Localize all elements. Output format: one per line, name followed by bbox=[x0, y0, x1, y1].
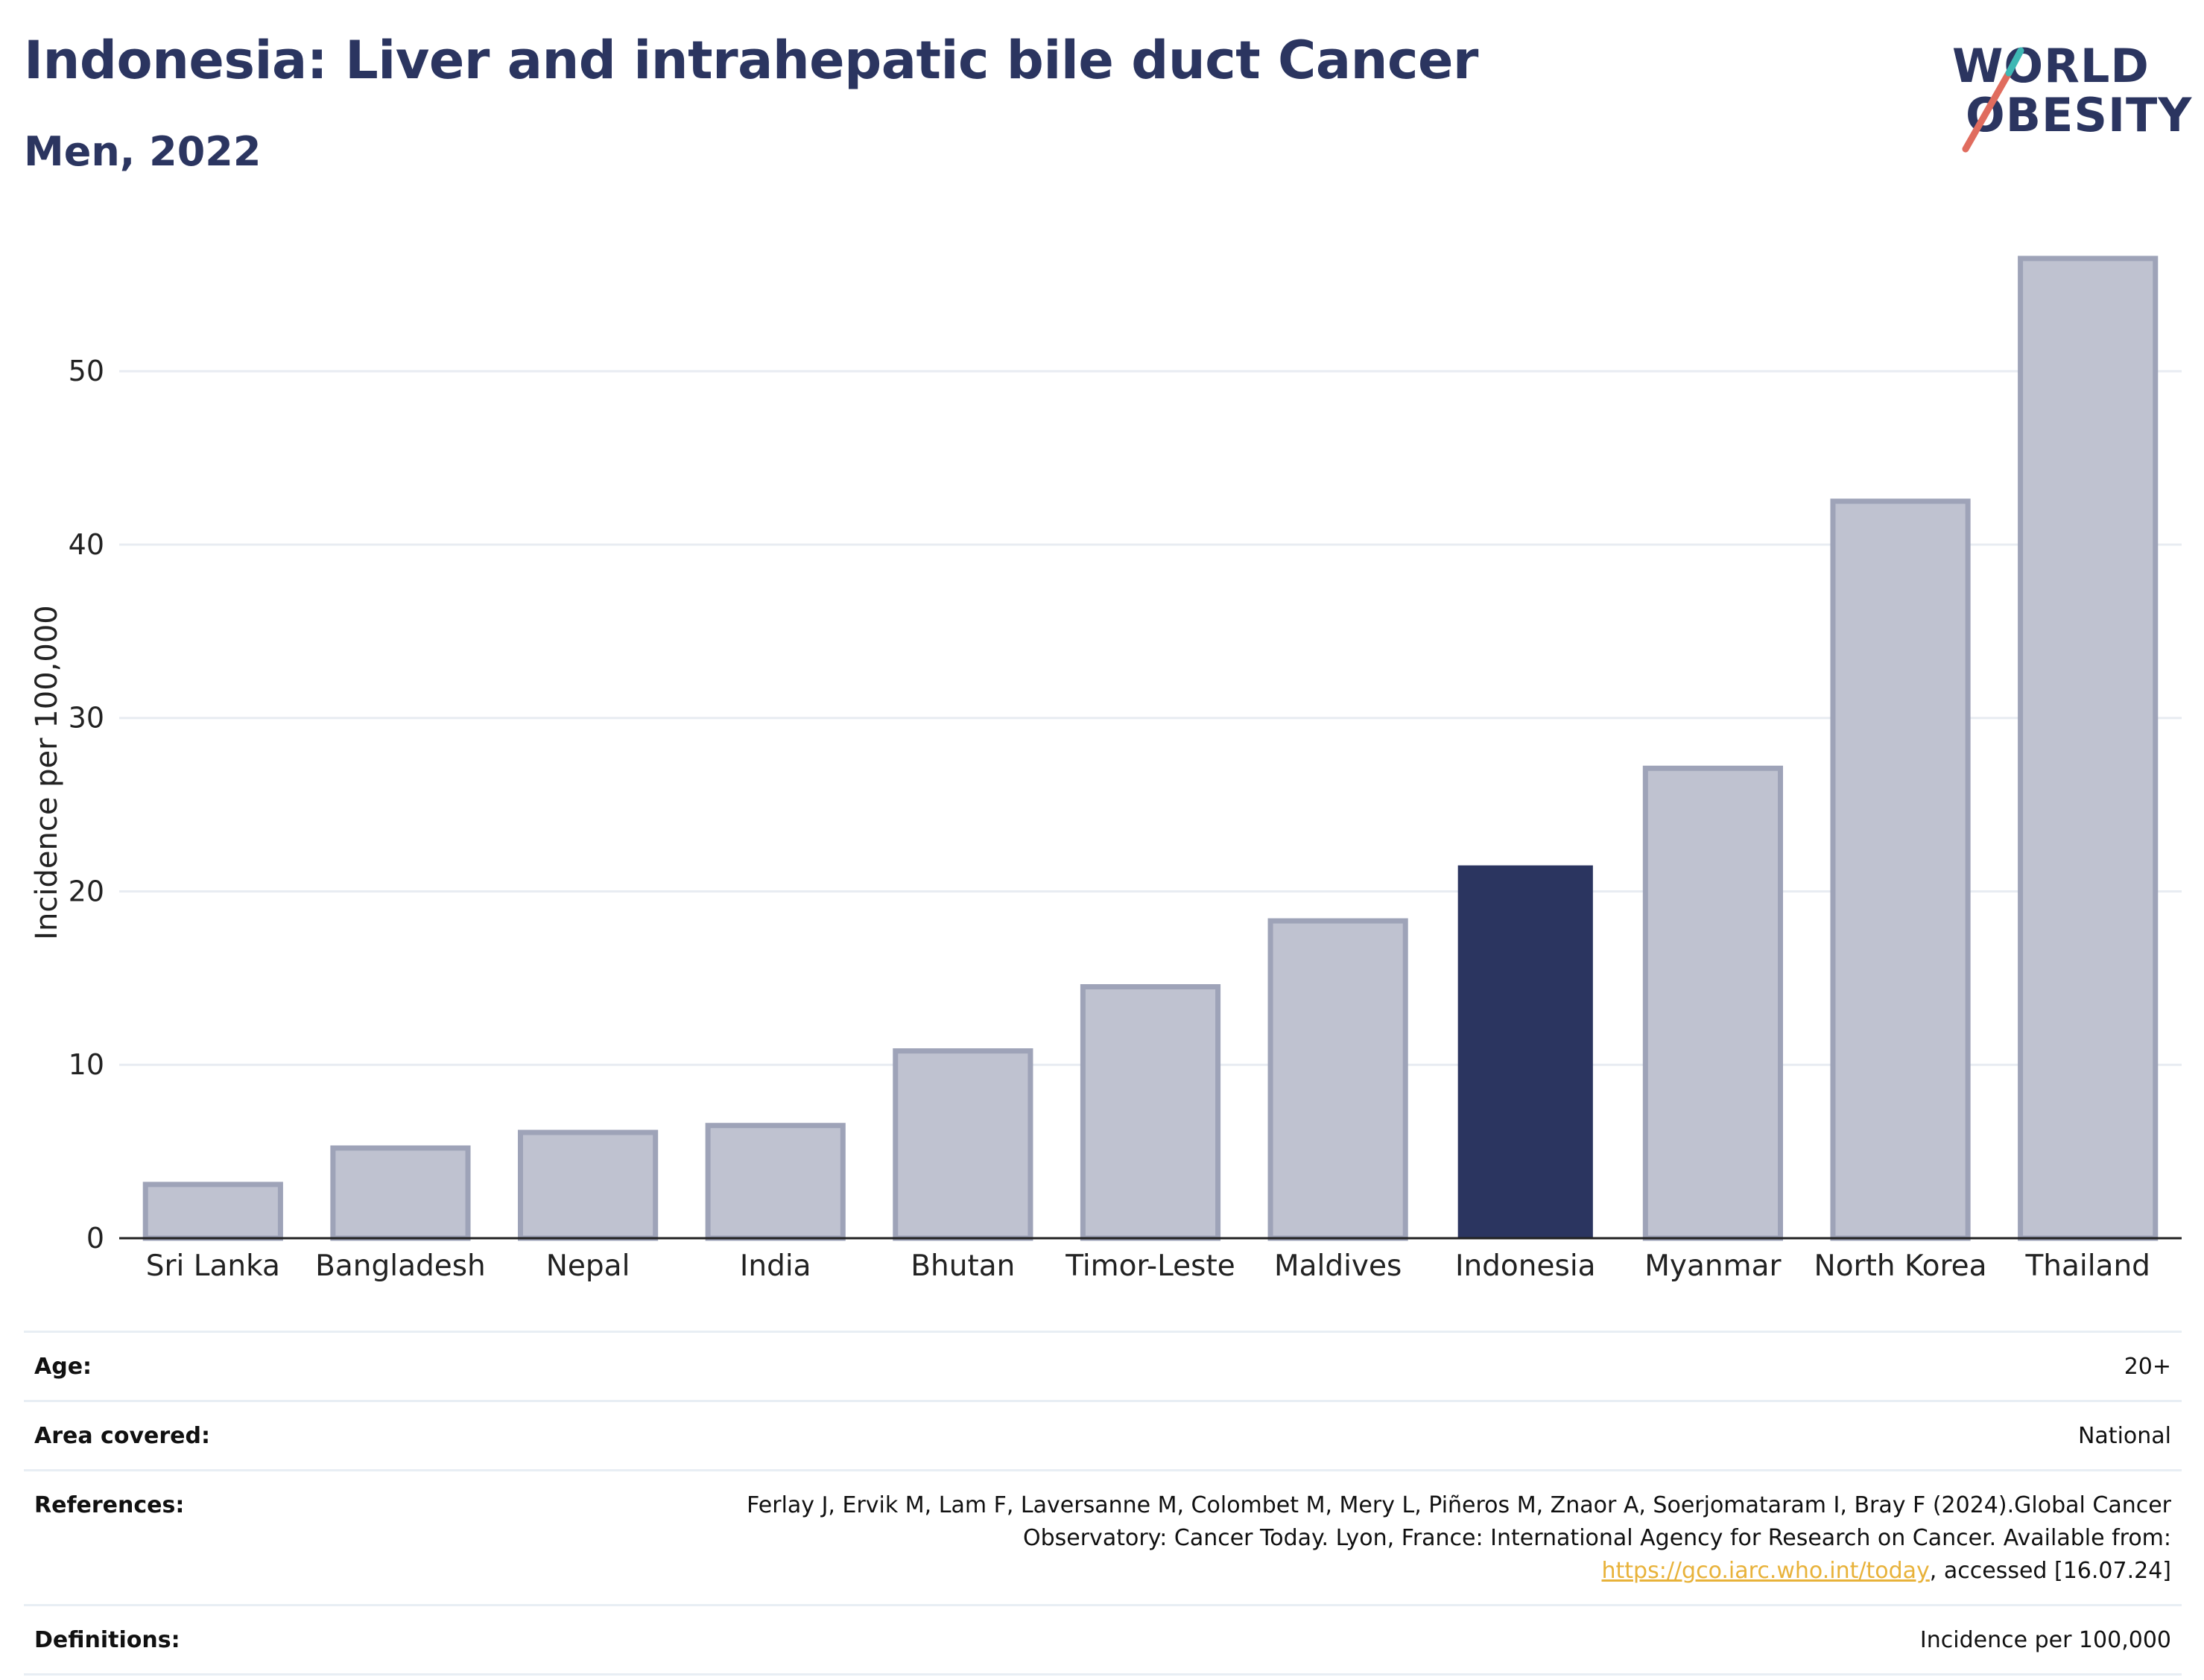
bar-bangladesh bbox=[330, 1145, 471, 1241]
x-tick-labels: Sri Lanka Bangladesh Nepal India Bhutan Timor… bbox=[146, 1249, 2150, 1283]
y-tick-label: 40 bbox=[69, 528, 104, 561]
logo-line-2: OBESITY bbox=[1966, 88, 2193, 142]
bar-thailand bbox=[2018, 256, 2159, 1241]
y-tick-label: 10 bbox=[69, 1048, 104, 1081]
x-tick-label: India bbox=[740, 1249, 811, 1283]
y-axis-label: Incidence per 100,000 bbox=[30, 605, 64, 940]
chart-title: Indonesia: Liver and intrahepatic bile d… bbox=[24, 30, 1478, 91]
references-link[interactable]: https://gco.iarc.who.int/today bbox=[1601, 1558, 1930, 1584]
bar-maldives bbox=[1267, 918, 1408, 1241]
age-value: 20+ bbox=[2124, 1354, 2171, 1380]
info-row-area: Area covered: National bbox=[24, 1400, 2182, 1469]
info-row-definitions: Definitions: Incidence per 100,000 bbox=[24, 1604, 2182, 1676]
x-tick-label: Myanmar bbox=[1644, 1249, 1782, 1283]
x-tick-label: Indonesia bbox=[1455, 1249, 1596, 1283]
x-tick-label: Thailand bbox=[2024, 1249, 2150, 1283]
bar-myanmar bbox=[1642, 765, 1783, 1241]
definitions-value: Incidence per 100,000 bbox=[1919, 1627, 2171, 1653]
bar-nepal bbox=[518, 1129, 659, 1241]
references-label: References: bbox=[34, 1492, 185, 1518]
info-table: Age: 20+ Area covered: National Referenc… bbox=[24, 1331, 2182, 1676]
references-text-1: Ferlay J, Ervik M, Lam F, Laversanne M, … bbox=[747, 1492, 2171, 1551]
bar-bhutan bbox=[893, 1048, 1033, 1241]
chart-subtitle: Men, 2022 bbox=[24, 128, 262, 175]
info-row-references: References: Ferlay J, Ervik M, Lam F, La… bbox=[24, 1469, 2182, 1604]
world-obesity-logo: WORLD OBESITY bbox=[1937, 21, 2191, 155]
bar-sri-lanka bbox=[142, 1182, 283, 1241]
y-tick-label: 30 bbox=[69, 702, 104, 735]
definitions-label: Definitions: bbox=[34, 1627, 180, 1653]
bar-india bbox=[705, 1123, 846, 1241]
y-tick-label: 0 bbox=[86, 1222, 104, 1255]
x-tick-label: Bangladesh bbox=[315, 1249, 486, 1283]
area-label: Area covered: bbox=[34, 1423, 210, 1449]
bar-north-korea bbox=[1830, 498, 1971, 1241]
x-tick-label: Nepal bbox=[546, 1249, 630, 1283]
bar-indonesia bbox=[1457, 865, 1593, 1238]
bar-timor-leste bbox=[1080, 984, 1221, 1241]
logo-slash-icon bbox=[1962, 47, 2024, 153]
x-tick-label: Timor-Leste bbox=[1065, 1249, 1235, 1283]
area-value: National bbox=[2077, 1423, 2171, 1449]
x-tick-label: Sri Lanka bbox=[146, 1249, 280, 1283]
x-tick-label: Bhutan bbox=[911, 1249, 1015, 1283]
age-label: Age: bbox=[34, 1354, 92, 1380]
bars bbox=[142, 256, 2159, 1241]
info-row-age: Age: 20+ bbox=[24, 1331, 2182, 1400]
y-tick-label: 50 bbox=[69, 355, 104, 387]
references-text-2: , accessed [16.07.24] bbox=[1929, 1558, 2171, 1584]
logo-line-1: WORLD bbox=[1952, 39, 2150, 93]
x-tick-label: North Korea bbox=[1814, 1249, 1987, 1283]
y-tick-labels: 0 10 20 30 40 50 bbox=[69, 355, 104, 1255]
references-value: Ferlay J, Ervik M, Lam F, Laversanne M, … bbox=[681, 1489, 2171, 1588]
bar-chart: 0 10 20 30 40 50 Sri Lanka Bangladesh Nepal Indi… bbox=[30, 256, 2182, 1283]
y-tick-label: 20 bbox=[69, 875, 104, 907]
x-tick-label: Maldives bbox=[1274, 1249, 1402, 1283]
